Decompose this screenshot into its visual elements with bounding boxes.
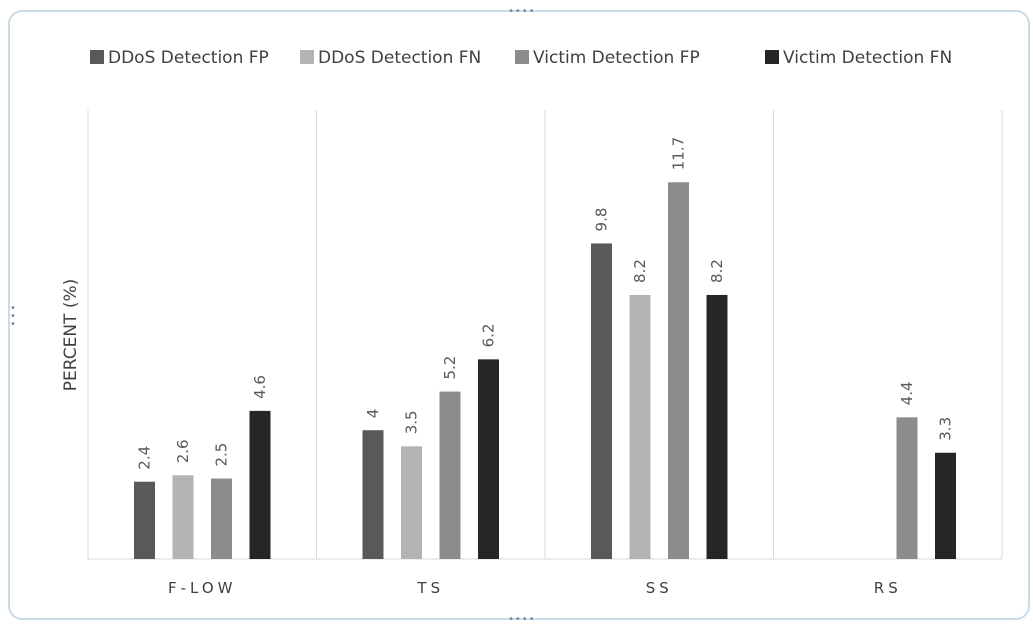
data-label: 3.5 (403, 410, 421, 434)
x-tick-label: RS (874, 579, 902, 597)
data-label: 4 (364, 409, 382, 419)
y-axis-title: PERCENT (%) (61, 279, 81, 392)
bar (896, 417, 918, 559)
bar (478, 359, 499, 559)
chart-frame (8, 10, 1030, 620)
data-label: 5.2 (441, 356, 459, 380)
data-label: 2.6 (174, 439, 192, 463)
data-label: 9.8 (593, 208, 611, 232)
x-tick-label: F-LOW (168, 579, 237, 597)
legend-label: DDoS Detection FN (318, 48, 481, 68)
bar (134, 481, 155, 559)
bar (591, 243, 612, 559)
bar (249, 410, 271, 559)
data-label: 8.2 (708, 259, 726, 283)
legend-label: Victim Detection FP (533, 48, 700, 68)
legend: DDoS Detection FP DDoS Detection FN Victim… (90, 48, 952, 68)
legend-swatch (515, 50, 529, 64)
legend-swatch (300, 50, 314, 64)
bar (172, 475, 194, 559)
bar (439, 391, 461, 559)
bar (629, 294, 651, 559)
data-label: 6.2 (480, 324, 498, 348)
bar (706, 294, 728, 559)
resize-handle-top[interactable]: •••• (508, 6, 536, 17)
x-tick-label: TS (416, 579, 444, 597)
bars (134, 182, 956, 559)
category-dividers (87, 110, 1003, 560)
x-tick-labels: F-LOW TS SS RS (168, 579, 902, 597)
legend-label: DDoS Detection FP (108, 48, 269, 68)
bar (211, 478, 232, 559)
legend-label: Victim Detection FN (783, 48, 952, 68)
resize-handle-left[interactable]: ••• (10, 303, 17, 330)
data-label: 4.4 (898, 381, 916, 405)
bar (401, 446, 422, 559)
data-labels: 2.4 2.6 2.5 4.6 4 3.5 5.2 6.2 9.8 8.2 11.7 8.2 4.4 3.… (136, 137, 955, 470)
legend-swatch (90, 50, 104, 64)
data-label: 2.4 (136, 446, 154, 470)
resize-handle-bottom[interactable]: •••• (508, 614, 536, 625)
data-label: 8.2 (631, 259, 649, 283)
bar (935, 452, 956, 559)
data-label: 2.5 (213, 443, 231, 467)
data-label: 11.7 (670, 137, 688, 170)
bar (668, 182, 689, 559)
bar (362, 430, 384, 559)
data-label: 4.6 (251, 375, 269, 399)
legend-swatch (765, 50, 779, 64)
data-label: 3.3 (937, 417, 955, 441)
x-tick-label: SS (646, 579, 673, 597)
